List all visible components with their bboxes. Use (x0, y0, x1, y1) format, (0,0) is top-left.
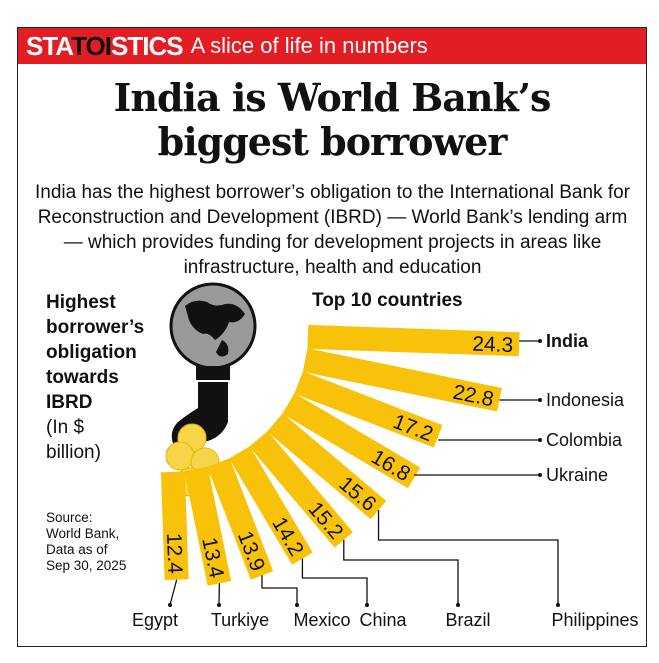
tagline: A slice of life in numbers (190, 33, 428, 58)
value-label: 13.4 (197, 535, 228, 580)
bar-turkiye (184, 466, 232, 586)
value-label: 22.8 (451, 381, 496, 412)
country-label: China (359, 610, 407, 630)
bar-group: 12.4 (160, 471, 189, 581)
subtitle: India has the highest borrower’s obligat… (34, 182, 630, 278)
bar-philippines (267, 413, 387, 520)
bar-indonesia (302, 348, 502, 412)
brand-logo: STATOISTICS (26, 30, 184, 61)
leader-line (377, 510, 559, 605)
infographic-frame (17, 27, 647, 647)
leader-dot (365, 603, 369, 607)
country-label: Philippines (551, 610, 638, 630)
leader-dot (217, 603, 221, 607)
country-label: Mexico (293, 610, 350, 630)
leader-dot (538, 438, 542, 442)
value-label: 17.2 (390, 410, 436, 446)
country-label: Ukraine (546, 465, 608, 485)
headline: India is World Bank’s biggest borrower (113, 75, 552, 164)
bar-china (229, 446, 313, 565)
side-label: Highest borrower’s obligation towards IBRD (… (46, 292, 145, 463)
leader-line (169, 579, 178, 606)
leader-dot (556, 603, 560, 607)
bar-ukraine (282, 393, 421, 489)
leader-dot (168, 603, 172, 607)
leader-dot (456, 603, 460, 607)
leader-dot (538, 473, 542, 477)
chart-subtitle: Top 10 countries (312, 290, 463, 311)
country-label: Colombia (546, 430, 623, 450)
bar-group: 24.3 (307, 324, 520, 357)
bar-brazil (249, 431, 353, 548)
value-label: 12.4 (162, 533, 186, 575)
coin (165, 441, 195, 471)
country-label: Indonesia (546, 390, 625, 410)
bar-colombia (294, 371, 443, 448)
source-note: Source: World Bank, Data as of Sep 30, 2025 (46, 510, 127, 573)
country-label: India (546, 331, 589, 351)
globe-hand-illustration (165, 282, 257, 497)
bar-egypt (160, 471, 189, 581)
leader-dot (538, 398, 542, 402)
bar-group: 13.4 (184, 466, 232, 586)
value-label: 24.3 (472, 333, 514, 357)
country-label: Turkiye (211, 610, 269, 630)
leader-dot (295, 603, 299, 607)
country-label: Egypt (132, 610, 178, 630)
banner: STATOISTICS A slice of life in numbers (18, 28, 646, 64)
leader-line (261, 575, 298, 605)
value-label: 13.9 (233, 528, 269, 574)
leader-line (301, 558, 368, 605)
leader-line (343, 539, 459, 605)
bar-india (307, 324, 520, 357)
country-label: Brazil (445, 610, 490, 630)
leader-dot (538, 339, 542, 343)
bar-mexico (207, 458, 274, 580)
